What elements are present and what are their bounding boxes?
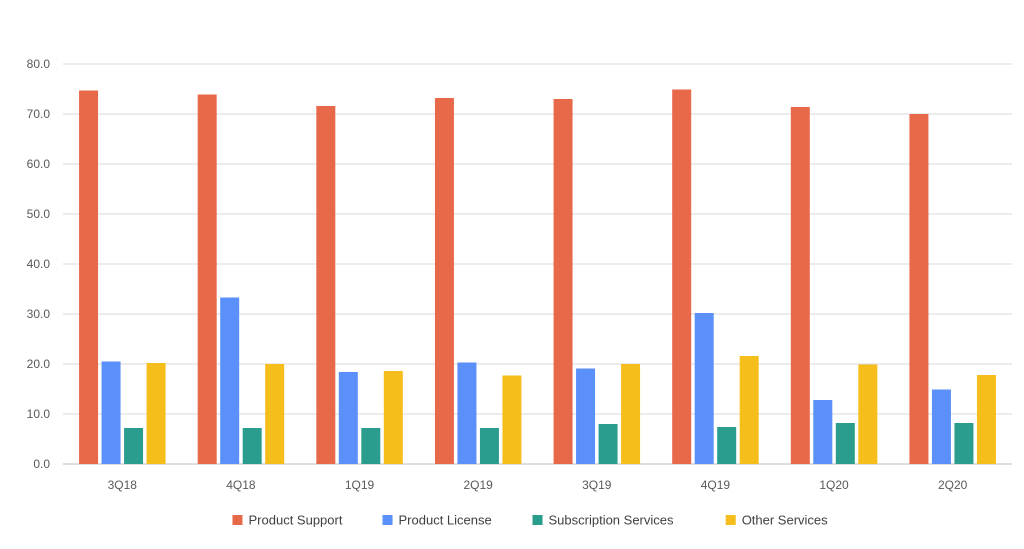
bar-other-services-4q18 — [265, 364, 285, 464]
x-tick-label: 4Q18 — [226, 478, 256, 492]
bar-subscription-services-1q20 — [835, 423, 855, 464]
bar-other-services-3q18 — [146, 363, 166, 464]
bar-product-support-1q20 — [790, 107, 810, 464]
bar-subscription-services-3q19 — [598, 424, 618, 464]
bar-product-support-3q19 — [553, 99, 573, 464]
legend: Product Support Product License Subscripti… — [232, 513, 828, 528]
legend-label: Product Support — [249, 513, 343, 528]
legend-swatch-other-services — [725, 515, 736, 525]
bar-product-support-4q19 — [672, 89, 692, 464]
x-tick-label: 2Q20 — [938, 478, 968, 492]
bar-product-license-2q20 — [931, 389, 951, 464]
legend-swatch-product-license — [382, 515, 393, 525]
legend-swatch-subscription-services — [532, 515, 543, 525]
x-tick-label: 1Q19 — [345, 478, 375, 492]
y-tick-label: 0.0 — [33, 457, 50, 471]
bar-other-services-2q20 — [976, 375, 996, 464]
legend-swatch-product-support — [232, 515, 243, 525]
legend-label: Product License — [399, 513, 492, 528]
y-tick-label: 60.0 — [27, 157, 51, 171]
bar-product-support-4q18 — [197, 94, 217, 464]
bar-product-license-1q20 — [813, 400, 833, 464]
bar-product-support-2q19 — [434, 98, 454, 464]
y-tick-label: 40.0 — [27, 257, 51, 271]
bars — [79, 89, 996, 464]
x-tick-label: 2Q19 — [464, 478, 494, 492]
y-tick-label: 20.0 — [27, 357, 51, 371]
bar-product-license-2q19 — [457, 362, 477, 464]
bar-other-services-3q19 — [621, 364, 641, 464]
x-tick-label: 1Q20 — [819, 478, 849, 492]
bar-other-services-1q19 — [383, 371, 403, 464]
bar-subscription-services-1q19 — [361, 428, 381, 464]
bar-product-license-1q19 — [338, 372, 358, 464]
y-tick-label: 70.0 — [27, 107, 51, 121]
bar-product-license-3q18 — [101, 361, 121, 464]
bar-product-license-3q19 — [576, 368, 596, 464]
bar-other-services-4q19 — [739, 356, 759, 464]
legend-label: Subscription Services — [549, 513, 674, 528]
x-tick-label: 3Q19 — [582, 478, 612, 492]
y-tick-label: 50.0 — [27, 207, 51, 221]
x-tick-label: 3Q18 — [108, 478, 138, 492]
bar-product-support-1q19 — [316, 106, 336, 464]
bar-subscription-services-2q20 — [954, 423, 974, 464]
bar-product-support-3q18 — [79, 90, 99, 464]
legend-label: Other Services — [742, 513, 828, 528]
y-tick-label: 80.0 — [27, 57, 51, 71]
y-axis: 0.0 10.0 20.0 30.0 40.0 50.0 60.0 70.0 80.0 — [27, 57, 51, 471]
bar-subscription-services-3q18 — [124, 428, 144, 464]
bar-other-services-2q19 — [502, 375, 522, 464]
bar-product-support-2q20 — [909, 114, 929, 464]
x-axis: 3Q18 4Q18 1Q19 2Q19 3Q19 4Q19 1Q20 2Q20 — [108, 478, 968, 492]
bar-other-services-1q20 — [858, 364, 878, 464]
y-tick-label: 10.0 — [27, 407, 51, 421]
y-tick-label: 30.0 — [27, 307, 51, 321]
bar-subscription-services-4q19 — [717, 427, 737, 464]
x-tick-label: 4Q19 — [701, 478, 731, 492]
bar-subscription-services-4q18 — [242, 428, 262, 464]
bar-subscription-services-2q19 — [479, 428, 499, 464]
bar-product-license-4q18 — [220, 297, 240, 464]
bar-product-license-4q19 — [694, 313, 714, 464]
